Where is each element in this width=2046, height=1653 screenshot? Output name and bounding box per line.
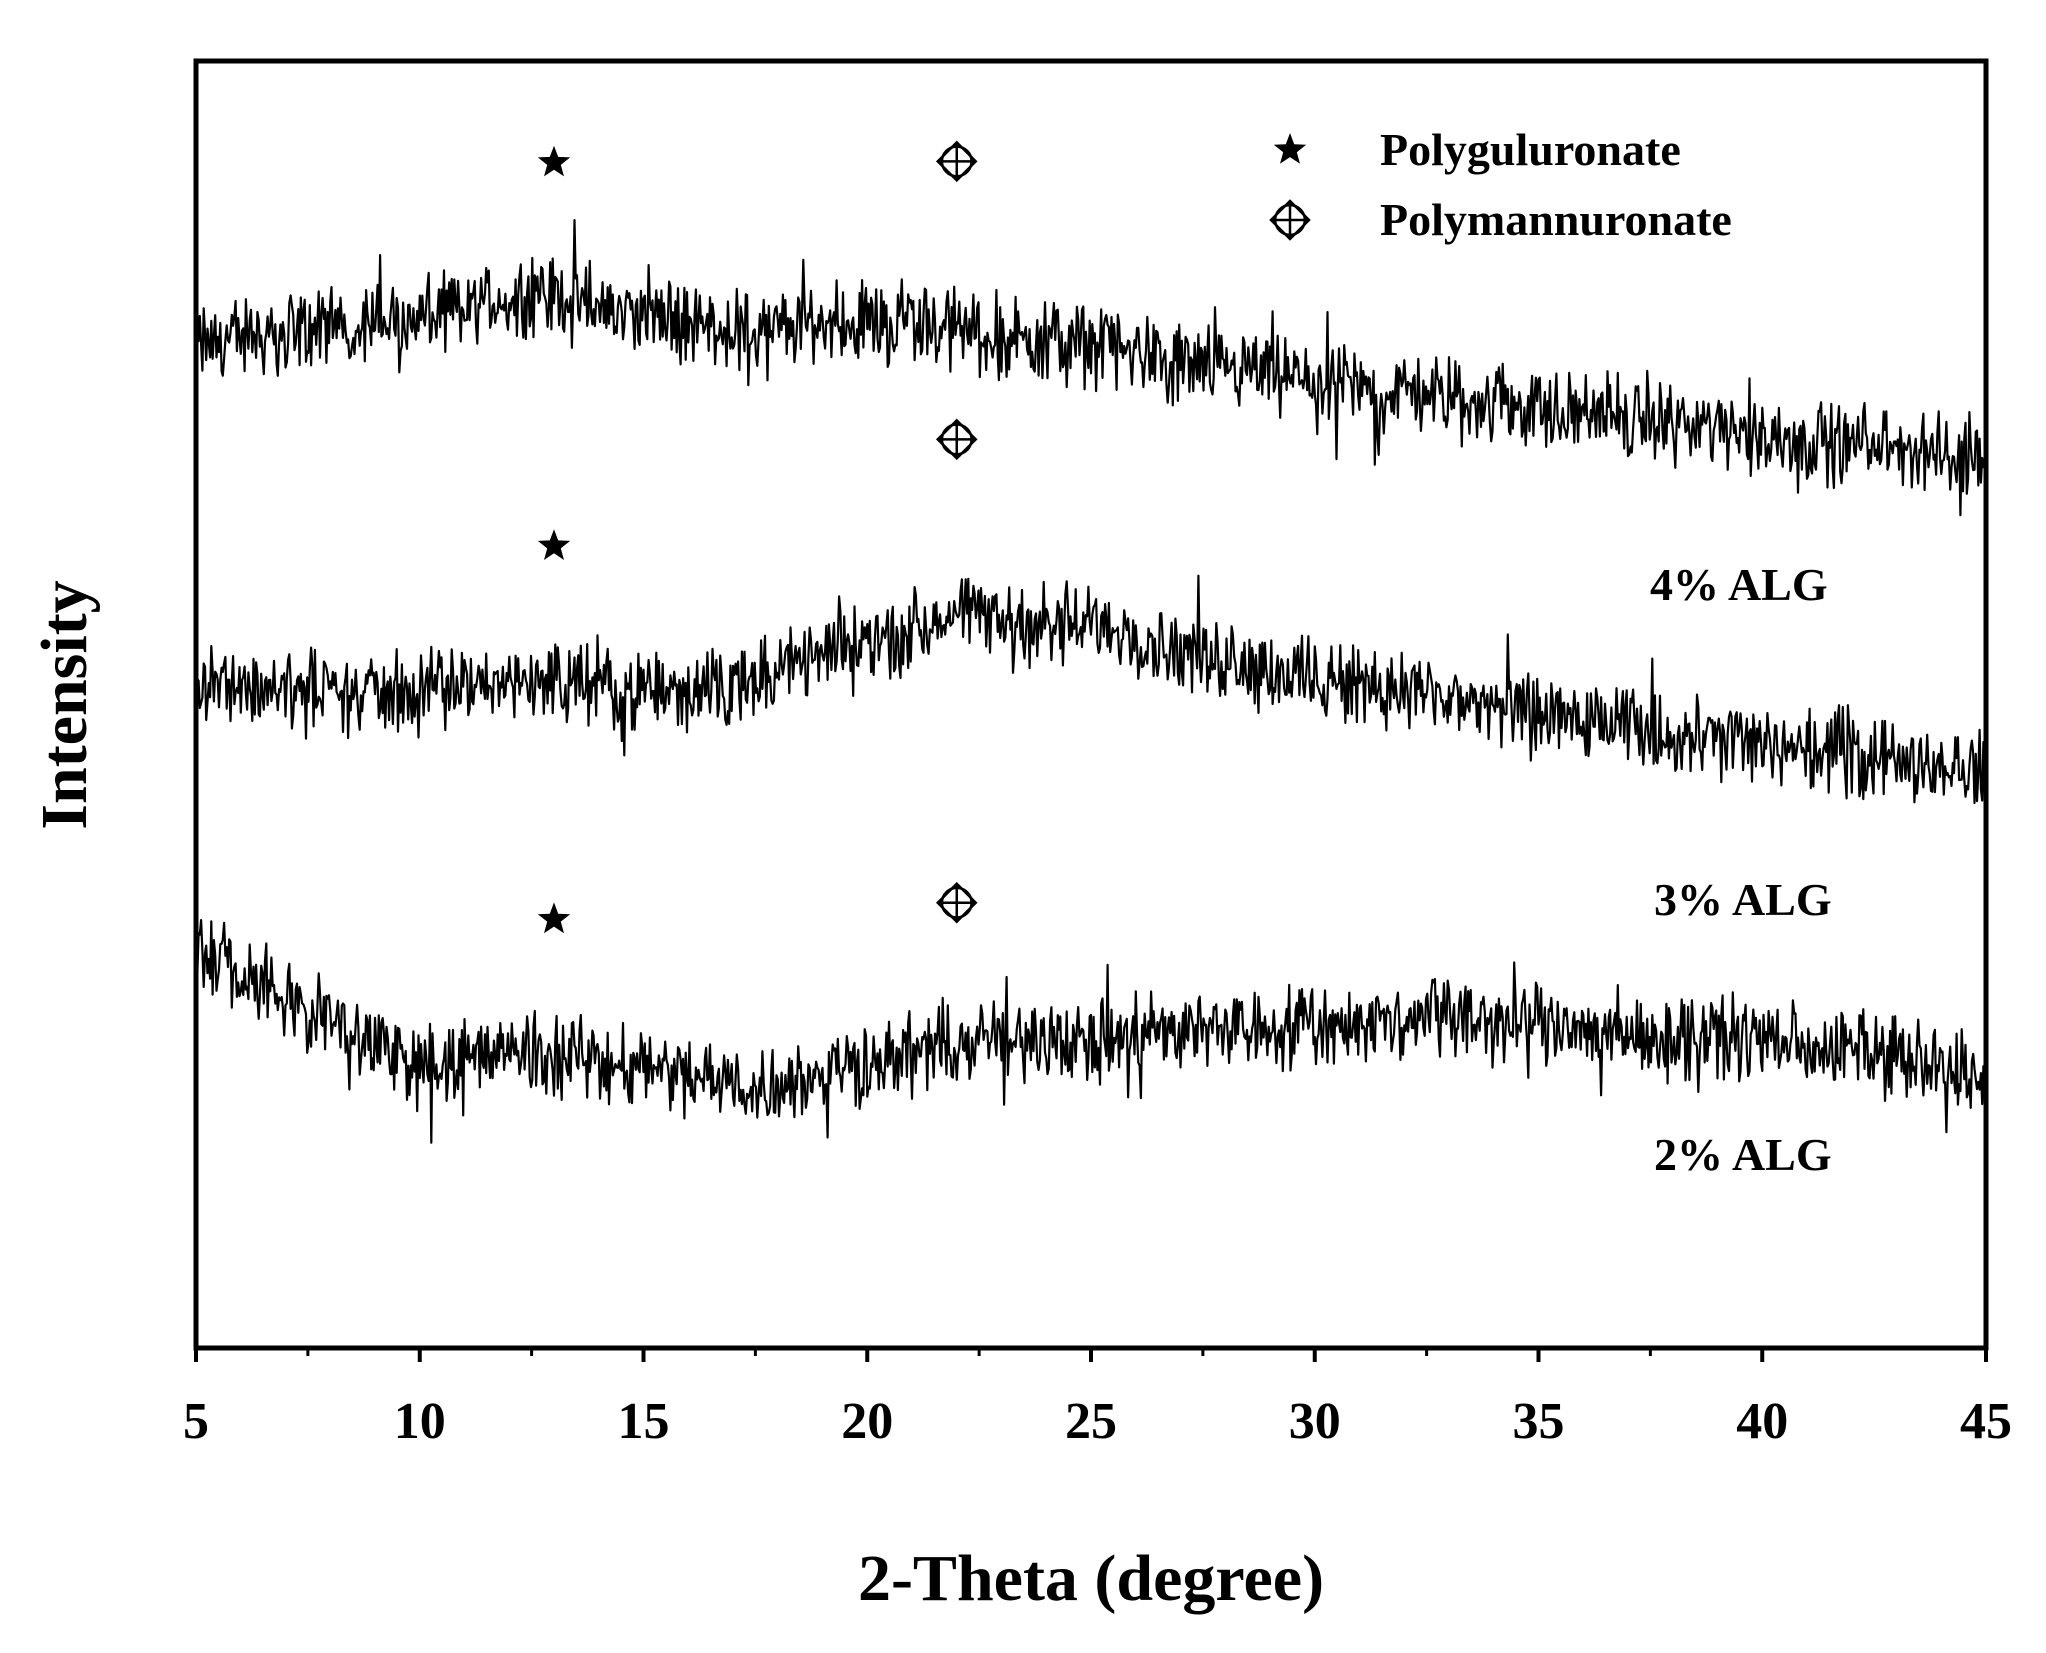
legend-label-polyguluronate: Polyguluronate (1380, 124, 1681, 175)
x-tick-label: 15 (618, 1393, 670, 1450)
peak-marker-layer (537, 140, 978, 934)
series-line-2 (194, 574, 1988, 805)
series-label-3pct: 3% ALG (1654, 874, 1832, 925)
series-label-2pct: 2% ALG (1654, 1129, 1832, 1180)
x-tick-label: 35 (1513, 1393, 1565, 1450)
x-tick-label: 20 (841, 1393, 893, 1450)
legend: Polyguluronate Polymannuronate (1269, 124, 1732, 245)
circled-diamond-cross-icon (935, 881, 978, 924)
series-line-1 (194, 219, 1988, 517)
series-line-3 (194, 918, 1988, 1144)
star-icon (537, 902, 571, 934)
x-tick-label: 40 (1736, 1393, 1788, 1450)
legend-label-polymannuronate: Polymannuronate (1380, 194, 1732, 245)
x-tick-label: 30 (1289, 1393, 1341, 1450)
star-icon (537, 145, 571, 177)
circled-diamond-cross-icon (935, 418, 978, 461)
circled-diamond-cross-icon (935, 140, 978, 183)
circled-diamond-cross-icon (1269, 199, 1311, 241)
x-axis-ticks: 5 10 15 20 25 30 35 40 45 (183, 1348, 2012, 1450)
x-tick-label: 45 (1960, 1393, 2012, 1450)
x-tick-label: 25 (1065, 1393, 1117, 1450)
series-layer (194, 219, 1988, 1144)
y-axis-title: Intensity (28, 580, 101, 829)
series-label-4pct: 4% ALG (1650, 559, 1828, 610)
legend-item-polyguluronate: Polyguluronate (1273, 124, 1681, 175)
x-tick-label: 10 (394, 1393, 446, 1450)
x-axis-title: 2-Theta (degree) (858, 1542, 1324, 1615)
x-tick-label: 5 (183, 1393, 209, 1450)
star-icon (1273, 133, 1307, 164)
star-icon (537, 529, 571, 560)
legend-item-polymannuronate: Polymannuronate (1269, 194, 1732, 245)
